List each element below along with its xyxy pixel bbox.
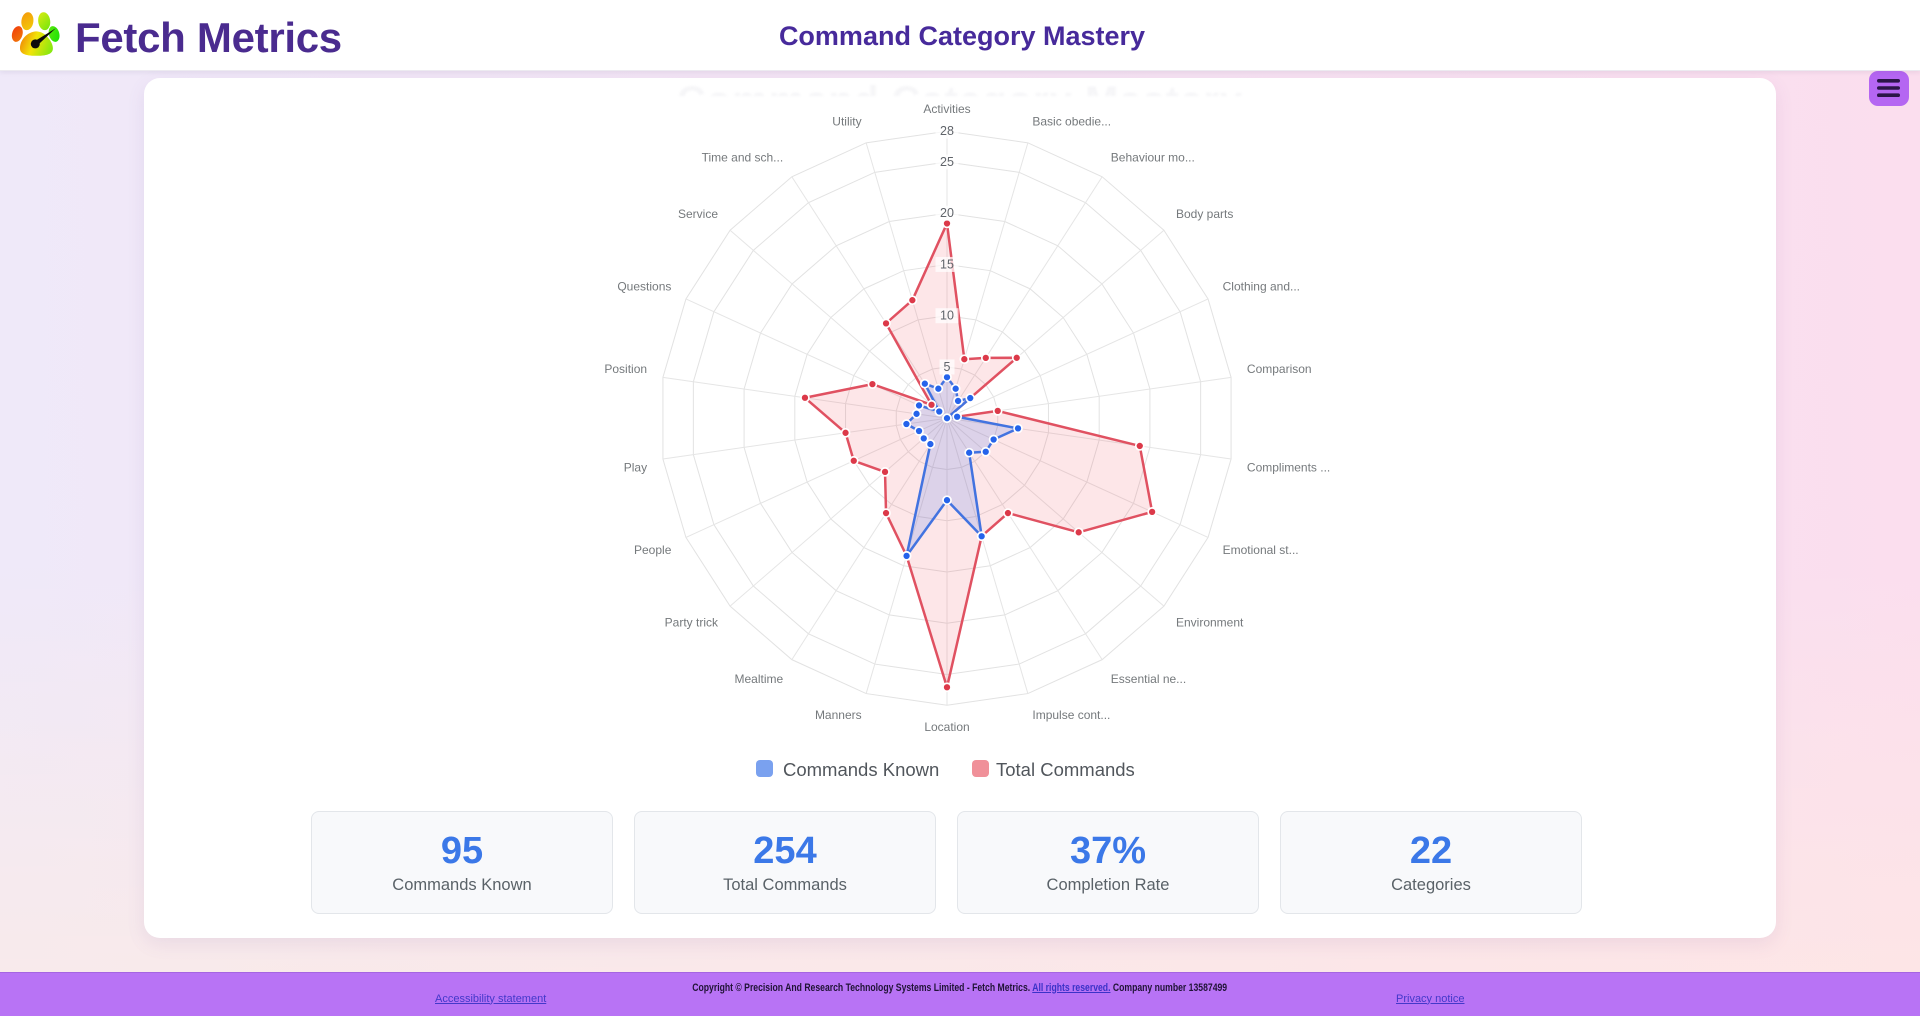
svg-text:Compliments ...: Compliments ... — [1247, 460, 1330, 474]
svg-text:Service: Service — [678, 207, 718, 221]
svg-text:Behaviour mo...: Behaviour mo... — [1111, 150, 1195, 164]
svg-text:Environment: Environment — [1176, 616, 1244, 630]
svg-text:25: 25 — [940, 155, 954, 169]
svg-text:Body parts: Body parts — [1176, 207, 1233, 221]
svg-text:Clothing and...: Clothing and... — [1223, 279, 1300, 293]
svg-text:Time and sch...: Time and sch... — [702, 150, 784, 164]
svg-text:Party trick: Party trick — [665, 616, 719, 630]
svg-text:Commands Known: Commands Known — [783, 759, 939, 780]
svg-text:Impulse cont...: Impulse cont... — [1032, 708, 1110, 722]
svg-text:15: 15 — [940, 257, 954, 271]
svg-text:28: 28 — [940, 124, 954, 138]
svg-text:Utility: Utility — [832, 114, 861, 128]
svg-text:Play: Play — [624, 460, 647, 474]
svg-text:Mealtime: Mealtime — [735, 672, 784, 686]
svg-text:Total Commands: Total Commands — [996, 759, 1135, 780]
svg-text:10: 10 — [940, 309, 954, 323]
svg-text:Emotional st...: Emotional st... — [1223, 543, 1299, 557]
svg-text:Questions: Questions — [617, 279, 671, 293]
svg-text:Location: Location — [924, 720, 969, 734]
svg-text:Basic obedie...: Basic obedie... — [1032, 114, 1111, 128]
svg-text:Essential ne...: Essential ne... — [1111, 672, 1186, 686]
svg-text:20: 20 — [940, 206, 954, 220]
svg-text:Position: Position — [604, 362, 647, 376]
svg-text:Activities: Activities — [923, 102, 970, 116]
svg-text:Comparison: Comparison — [1247, 362, 1312, 376]
svg-text:5: 5 — [944, 360, 951, 374]
svg-text:Manners: Manners — [815, 708, 862, 722]
svg-text:People: People — [634, 543, 672, 557]
